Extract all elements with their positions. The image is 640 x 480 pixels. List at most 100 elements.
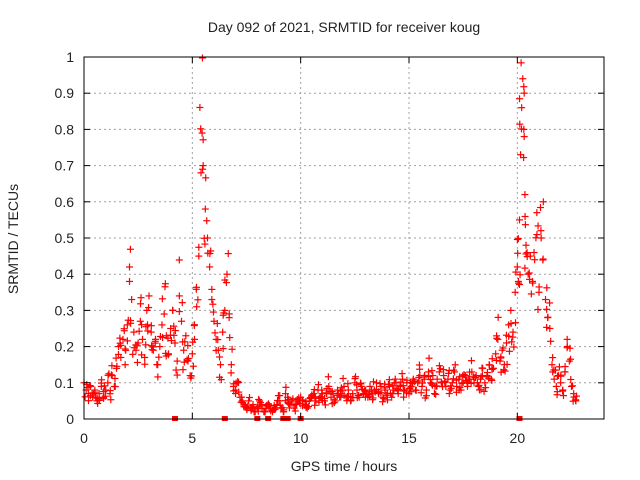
data-point (490, 364, 497, 372)
data-point (534, 222, 542, 230)
x-tick-label: 20 (510, 430, 526, 446)
data-point (178, 299, 186, 307)
data-point (245, 394, 253, 402)
data-point (173, 357, 181, 365)
data-point (526, 252, 534, 260)
axis-ticks (83, 56, 604, 420)
data-point (400, 393, 408, 401)
data-point (91, 388, 99, 396)
x-tick-labels: 0 5 10 15 20 (80, 430, 525, 446)
data-point (214, 346, 222, 354)
data-point (256, 399, 264, 407)
data-point (445, 369, 453, 377)
data-point (182, 332, 190, 340)
data-point (120, 325, 128, 333)
y-tick-label: 0.7 (55, 158, 75, 174)
data-point (169, 306, 177, 314)
data-point (505, 332, 513, 340)
data-point (330, 399, 338, 407)
data-point (235, 388, 243, 396)
data-point (377, 389, 385, 397)
data-point (276, 401, 284, 409)
data-point (384, 380, 392, 388)
data-point (217, 361, 224, 369)
data-point (101, 392, 109, 400)
data-point (271, 405, 279, 413)
y-tick-label: 0 (66, 411, 74, 427)
data-points (80, 54, 581, 421)
data-point (121, 345, 129, 353)
data-point (516, 216, 523, 224)
data-point (382, 391, 390, 399)
data-point (524, 270, 532, 278)
data-point (537, 234, 545, 242)
data-point (214, 336, 222, 344)
data-point (517, 59, 525, 67)
data-point (235, 378, 243, 386)
data-point (351, 375, 359, 383)
data-point (567, 355, 575, 363)
data-point (464, 379, 472, 387)
data-point (108, 362, 116, 370)
data-point (158, 321, 166, 329)
data-point (440, 372, 448, 380)
data-point (508, 338, 516, 346)
data-point (488, 355, 496, 363)
data-point (112, 354, 120, 362)
y-axis-label: SRMTID / TECUs (5, 184, 21, 294)
y-tick-label: 0.6 (55, 194, 75, 210)
data-point (430, 390, 438, 398)
data-point (219, 345, 227, 353)
data-point (321, 401, 329, 409)
data-point (572, 396, 580, 404)
data-point (514, 235, 522, 243)
data-point (472, 374, 480, 382)
data-point (442, 382, 450, 390)
data-point (183, 356, 191, 364)
data-point (142, 341, 150, 349)
data-point (436, 365, 444, 373)
data-point (398, 370, 406, 378)
data-point (133, 358, 141, 366)
y-tick-label: 0.3 (55, 302, 75, 318)
data-point (509, 333, 517, 341)
data-point (369, 378, 377, 386)
data-point (447, 384, 455, 392)
data-point (516, 271, 524, 279)
data-point (178, 317, 185, 325)
y-tick-label: 0.8 (55, 121, 75, 137)
data-point (111, 374, 119, 382)
data-point (191, 335, 198, 343)
data-point (198, 129, 206, 137)
data-point (170, 322, 178, 330)
data-point (520, 133, 528, 141)
data-point (483, 368, 491, 376)
data-point (514, 277, 522, 285)
data-point (369, 394, 377, 402)
data-point (521, 221, 529, 229)
data-point (492, 356, 500, 364)
y-tick-label: 0.9 (55, 85, 75, 101)
data-point (417, 389, 425, 397)
data-point (340, 382, 348, 390)
data-point (102, 386, 110, 394)
data-point (141, 353, 149, 361)
data-point (147, 328, 155, 336)
data-point (456, 384, 464, 392)
data-point (175, 308, 183, 316)
data-point (393, 387, 401, 395)
data-point (128, 296, 136, 304)
data-point (291, 407, 299, 415)
data-point (104, 379, 112, 387)
data-point (238, 393, 246, 401)
y-tick-label: 0.4 (55, 266, 75, 282)
data-point (520, 154, 528, 162)
data-point (557, 372, 565, 380)
data-point (117, 353, 125, 361)
data-point (493, 334, 501, 342)
data-point (496, 357, 504, 365)
data-point (563, 335, 571, 343)
data-point (193, 303, 201, 311)
data-point (106, 387, 114, 395)
data-point (542, 296, 549, 304)
